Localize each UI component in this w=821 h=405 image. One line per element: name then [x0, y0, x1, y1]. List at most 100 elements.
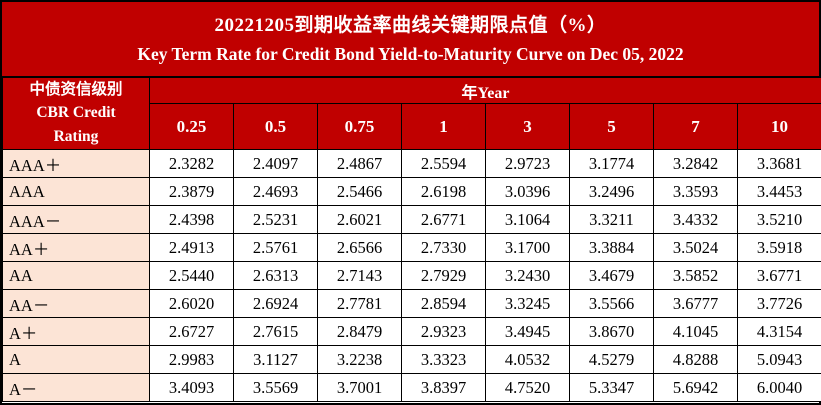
rate-cell: 2.8479	[317, 317, 402, 346]
rate-cell: 2.5761	[233, 233, 318, 262]
rate-cell: 3.4332	[653, 205, 738, 234]
table-row-a-plus: A＋ 2.6727 2.7615 2.8479 2.9323 3.4945 3.…	[2, 317, 821, 346]
rate-cell: 2.4398	[149, 205, 234, 234]
rate-cell: 3.2842	[653, 149, 738, 178]
rating-header-en: CBR Credit Rating	[36, 104, 116, 145]
table-row-a: A 2.9983 3.1127 3.2238 3.3323 4.0532 4.5…	[2, 345, 821, 374]
rate-cell: 4.7520	[485, 373, 570, 402]
rate-cell: 3.5918	[737, 233, 821, 262]
term-header-3y: 3	[485, 103, 570, 150]
rate-cell: 2.4867	[317, 149, 402, 178]
table-row-aa-minus: AA－ 2.6020 2.6924 2.7781 2.8594 3.3245 3…	[2, 289, 821, 318]
rate-cell: 3.4453	[737, 177, 821, 206]
rate-cell: 5.0943	[737, 345, 821, 374]
rate-cell: 2.3879	[149, 177, 234, 206]
rate-cell: 3.1064	[485, 205, 570, 234]
rate-cell: 2.5231	[233, 205, 318, 234]
rate-cell: 2.7781	[317, 289, 402, 318]
table-row-aaa-plus: AAA＋ 2.3282 2.4097 2.4867 2.5594 2.9723 …	[2, 149, 821, 178]
term-header-5y: 5	[569, 103, 654, 150]
rate-cell: 3.3211	[569, 205, 654, 234]
rate-cell: 3.3681	[737, 149, 821, 178]
table-title-banner: 20221205到期收益率曲线关键期限点值（%） Key Term Rate f…	[2, 2, 819, 77]
rate-cell: 2.6021	[317, 205, 402, 234]
header-row-year-group: 中债资信级别 CBR Credit Rating 年Year	[2, 77, 821, 150]
rate-cell: 3.4679	[569, 261, 654, 290]
rate-cell: 3.4945	[485, 317, 570, 346]
rating-cell: AA－	[2, 289, 150, 318]
rate-cell: 3.2496	[569, 177, 654, 206]
rate-cell: 2.4913	[149, 233, 234, 262]
rate-cell: 6.0040	[737, 373, 821, 402]
rating-cell: A－	[2, 373, 150, 402]
rate-cell: 3.5024	[653, 233, 738, 262]
rate-cell: 4.8288	[653, 345, 738, 374]
rate-cell: 4.3154	[737, 317, 821, 346]
rate-cell: 3.2430	[485, 261, 570, 290]
rate-cell: 2.9983	[149, 345, 234, 374]
rate-cell: 3.5852	[653, 261, 738, 290]
rate-cell: 5.3347	[569, 373, 654, 402]
rating-cell: A＋	[2, 317, 150, 346]
rate-cell: 2.7330	[401, 233, 486, 262]
rate-cell: 2.6727	[149, 317, 234, 346]
table-row-aaa: AAA 2.3879 2.4693 2.5466 2.6198 3.0396 3…	[2, 177, 821, 206]
rate-cell: 2.7929	[401, 261, 486, 290]
title-english: Key Term Rate for Credit Bond Yield-to-M…	[137, 44, 684, 64]
term-header-1y: 1	[401, 103, 486, 150]
rate-cell: 2.8594	[401, 289, 486, 318]
term-header-0-75y: 0.75	[317, 103, 402, 150]
rate-cell: 2.7615	[233, 317, 318, 346]
rate-cell: 3.5566	[569, 289, 654, 318]
table-row-aa: AA 2.5440 2.6313 2.7143 2.7929 3.2430 3.…	[2, 261, 821, 290]
table-row-aa-plus: AA＋ 2.4913 2.5761 2.6566 2.7330 3.1700 3…	[2, 233, 821, 262]
rating-cell: AAA＋	[2, 149, 150, 178]
rate-cell: 3.7001	[317, 373, 402, 402]
term-header-0-5y: 0.5	[233, 103, 318, 150]
rate-cell: 3.1127	[233, 345, 318, 374]
rate-cell: 3.2238	[317, 345, 402, 374]
rate-cell: 3.0396	[485, 177, 570, 206]
rating-cell: AA＋	[2, 233, 150, 262]
rate-cell: 5.6942	[653, 373, 738, 402]
rate-cell: 2.6198	[401, 177, 486, 206]
rate-cell: 2.5440	[149, 261, 234, 290]
rate-cell: 2.9723	[485, 149, 570, 178]
rate-cell: 2.6566	[317, 233, 402, 262]
rate-cell: 2.5466	[317, 177, 402, 206]
rate-cell: 3.5210	[737, 205, 821, 234]
rate-cell: 3.8397	[401, 373, 486, 402]
rate-cell: 2.6924	[233, 289, 318, 318]
term-header-7y: 7	[653, 103, 738, 150]
rate-cell: 2.4693	[233, 177, 318, 206]
term-header-10y: 10	[737, 103, 821, 150]
rate-cell: 3.7726	[737, 289, 821, 318]
rating-header-zh: 中债资信级别	[29, 81, 123, 98]
rate-cell: 3.1700	[485, 233, 570, 262]
rate-cell: 3.3593	[653, 177, 738, 206]
rate-cell: 2.7143	[317, 261, 402, 290]
rate-table: 中债资信级别 CBR Credit Rating 年Year 0.25 0.5 …	[2, 77, 821, 402]
year-group-header: 年Year	[149, 77, 821, 104]
rate-cell: 3.4093	[149, 373, 234, 402]
title-chinese: 20221205到期收益率曲线关键期限点值（%）	[214, 15, 607, 36]
rate-cell: 4.1045	[653, 317, 738, 346]
rate-cell: 3.8670	[569, 317, 654, 346]
rate-cell: 3.6777	[653, 289, 738, 318]
table-row-aaa-minus: AAA－ 2.4398 2.5231 2.6021 2.6771 3.1064 …	[2, 205, 821, 234]
rate-cell: 2.6771	[401, 205, 486, 234]
table-row-a-minus: A－ 3.4093 3.5569 3.7001 3.8397 4.7520 5.…	[2, 373, 821, 402]
rating-cell: AAA	[2, 177, 150, 206]
rating-cell: AAA－	[2, 205, 150, 234]
rate-cell: 3.3245	[485, 289, 570, 318]
term-header-0-25y: 0.25	[149, 103, 234, 150]
rate-cell: 4.0532	[485, 345, 570, 374]
rate-cell: 3.3323	[401, 345, 486, 374]
rate-cell: 2.6020	[149, 289, 234, 318]
rating-cell: A	[2, 345, 150, 374]
rating-cell: AA	[2, 261, 150, 290]
header-row-terms: 0.25 0.5 0.75 1 3 5 7 10	[3, 103, 821, 150]
rate-cell: 2.6313	[233, 261, 318, 290]
rate-cell: 3.6771	[737, 261, 821, 290]
